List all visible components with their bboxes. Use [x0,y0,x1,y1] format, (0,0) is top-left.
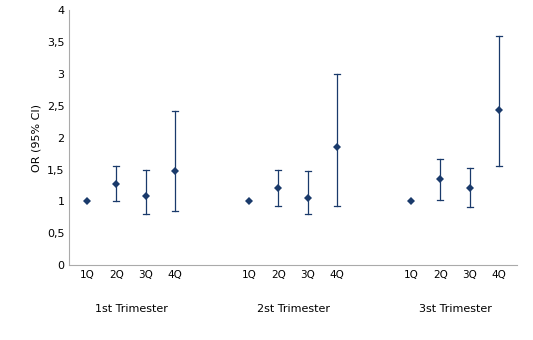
Y-axis label: OR (95% CI): OR (95% CI) [31,104,41,172]
Text: 3st Trimester: 3st Trimester [419,304,491,314]
Text: 2st Trimester: 2st Trimester [257,304,329,314]
Text: 1st Trimester: 1st Trimester [95,304,167,314]
